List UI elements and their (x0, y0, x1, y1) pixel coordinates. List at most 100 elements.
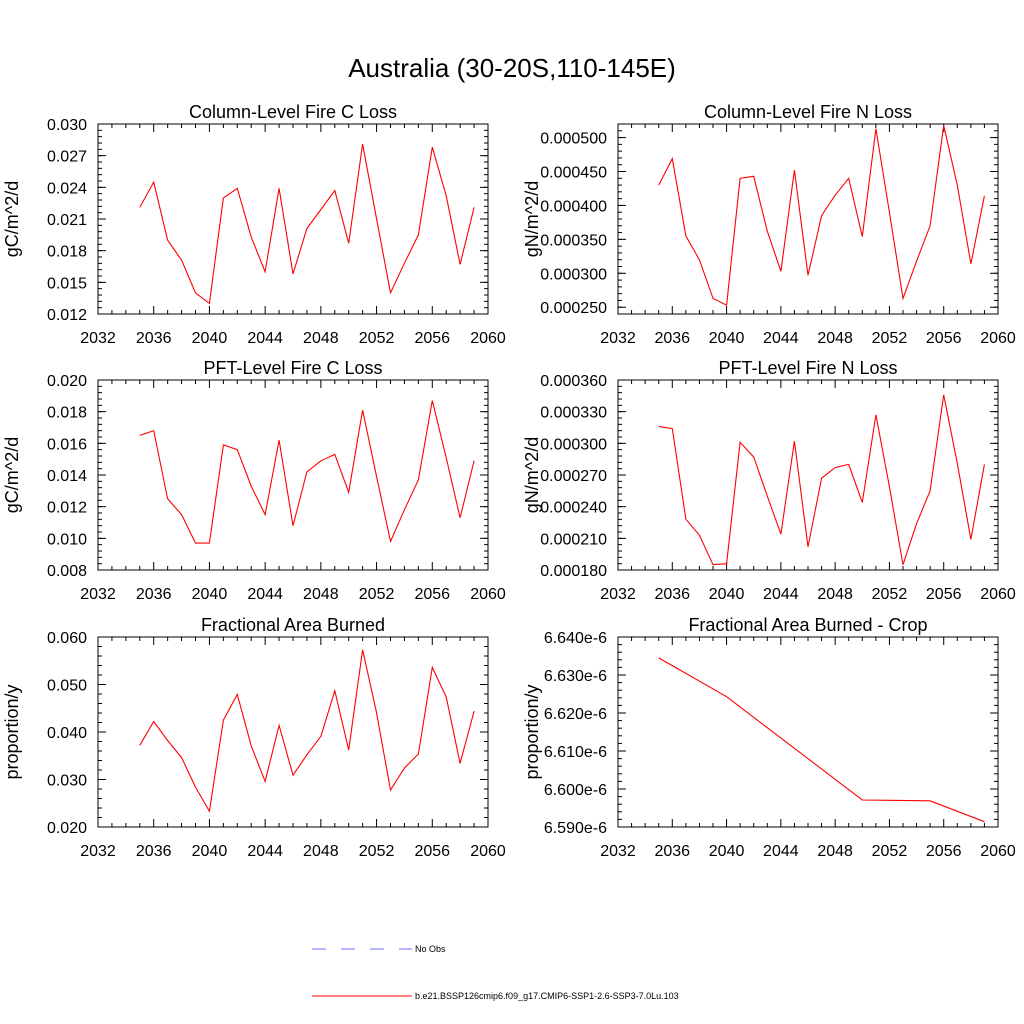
y-axis-label: proportion/y (2, 684, 22, 779)
panel-title: PFT-Level Fire N Loss (718, 358, 897, 378)
x-tick-label: 2052 (359, 843, 395, 860)
y-tick-label: 0.020 (47, 373, 87, 390)
x-tick-label: 2056 (414, 330, 450, 347)
y-tick-label: 0.024 (47, 180, 87, 197)
x-tick-label: 2036 (654, 843, 690, 860)
y-tick-label: 0.030 (47, 773, 87, 790)
panel-title: Fractional Area Burned (201, 615, 385, 635)
y-tick-label: 6.590e-6 (544, 820, 607, 837)
x-tick-label: 2040 (192, 586, 228, 603)
x-tick-label: 2060 (980, 843, 1016, 860)
y-tick-label: 0.000360 (540, 373, 607, 390)
y-tick-label: 0.018 (47, 244, 87, 261)
x-tick-label: 2040 (709, 586, 745, 603)
x-tick-label: 2056 (414, 586, 450, 603)
x-tick-label: 2036 (654, 586, 690, 603)
panel-4: PFT-Level Fire N Loss gN/m^2/d 2032 2036 204… (522, 358, 1016, 603)
y-tick-label: 0.000500 (540, 131, 607, 148)
y-axis-label: gN/m^2/d (522, 181, 542, 257)
y-tick-label: 0.000270 (540, 468, 607, 485)
panels: Column-Level Fire C Loss gC/m^2/d 2032 2036… (2, 102, 1016, 860)
y-tick-label: 0.015 (47, 275, 87, 292)
series-line (139, 143, 475, 305)
x-tick-label: 2032 (80, 330, 116, 347)
y-tick-label: 0.000210 (540, 531, 607, 548)
x-tick-label: 2056 (926, 843, 962, 860)
x-tick-label: 2052 (359, 330, 395, 347)
plot-frame (97, 636, 489, 828)
y-tick-label: 0.000330 (540, 405, 607, 422)
x-tick-label: 2044 (247, 843, 283, 860)
y-tick-label: 0.030 (47, 117, 87, 134)
y-tick-label: 0.012 (47, 500, 87, 517)
x-tick-label: 2036 (136, 843, 172, 860)
plot-frame (617, 379, 999, 571)
panel-title: Column-Level Fire N Loss (704, 102, 912, 122)
y-axis-label: gC/m^2/d (2, 181, 22, 257)
legend-no-obs-label: No Obs (415, 944, 446, 954)
plot-frame (617, 636, 999, 828)
y-axis-label: gN/m^2/d (522, 437, 542, 513)
panel-2: Column-Level Fire N Loss gN/m^2/d 2032 2036… (522, 102, 1016, 347)
series-line (658, 125, 985, 307)
y-tick-label: 0.000180 (540, 563, 607, 580)
series-line (658, 657, 985, 823)
y-tick-label: 0.014 (47, 468, 87, 485)
x-tick-label: 2048 (817, 586, 853, 603)
x-tick-label: 2044 (763, 330, 799, 347)
y-tick-label: 6.640e-6 (544, 630, 607, 647)
y-tick-label: 0.000350 (540, 232, 607, 249)
x-tick-label: 2036 (136, 330, 172, 347)
x-tick-label: 2044 (247, 586, 283, 603)
x-tick-label: 2052 (872, 843, 908, 860)
panel-6: Fractional Area Burned - Crop proportion/… (522, 615, 1016, 860)
x-tick-label: 2032 (80, 586, 116, 603)
y-tick-label: 0.021 (47, 212, 87, 229)
y-tick-label: 0.040 (47, 725, 87, 742)
y-tick-label: 0.018 (47, 405, 87, 422)
y-tick-label: 0.008 (47, 563, 87, 580)
x-tick-label: 2060 (470, 330, 506, 347)
x-tick-label: 2040 (709, 843, 745, 860)
x-tick-label: 2052 (872, 330, 908, 347)
x-tick-label: 2052 (872, 586, 908, 603)
x-tick-label: 2040 (192, 330, 228, 347)
x-tick-label: 2060 (470, 843, 506, 860)
y-tick-label: 6.600e-6 (544, 782, 607, 799)
legend: No Obs b.e21.BSSP126cmip6.f09_g17.CMIP6-… (312, 944, 679, 1001)
x-tick-label: 2048 (817, 330, 853, 347)
series-line (139, 649, 475, 813)
panel-3: PFT-Level Fire C Loss gC/m^2/d 2032 2036 204… (2, 358, 506, 603)
x-tick-label: 2032 (600, 330, 636, 347)
y-tick-label: 0.000240 (540, 500, 607, 517)
x-tick-label: 2048 (817, 843, 853, 860)
y-tick-label: 0.027 (47, 149, 87, 166)
plot-frame (617, 123, 999, 315)
x-tick-label: 2052 (359, 586, 395, 603)
y-axis-label: proportion/y (522, 684, 542, 779)
x-tick-label: 2044 (763, 586, 799, 603)
x-tick-label: 2056 (926, 586, 962, 603)
y-tick-label: 0.000300 (540, 266, 607, 283)
y-tick-label: 0.050 (47, 678, 87, 695)
y-tick-label: 0.016 (47, 436, 87, 453)
plot-frame (97, 123, 489, 315)
y-tick-label: 0.000400 (540, 198, 607, 215)
y-tick-label: 0.010 (47, 531, 87, 548)
x-tick-label: 2040 (709, 330, 745, 347)
y-tick-label: 0.020 (47, 820, 87, 837)
x-tick-label: 2060 (470, 586, 506, 603)
panel-5: Fractional Area Burned proportion/y 2032 20… (2, 615, 506, 860)
y-tick-label: 6.610e-6 (544, 744, 607, 761)
x-tick-label: 2036 (654, 330, 690, 347)
x-tick-label: 2044 (763, 843, 799, 860)
x-tick-label: 2048 (303, 586, 339, 603)
series-line (139, 400, 475, 544)
x-tick-label: 2040 (192, 843, 228, 860)
x-tick-label: 2056 (926, 330, 962, 347)
x-tick-label: 2036 (136, 586, 172, 603)
figure-title: Australia (30-20S,110-145E) (348, 53, 676, 83)
panel-title: Fractional Area Burned - Crop (688, 615, 927, 635)
y-tick-label: 0.000250 (540, 300, 607, 317)
